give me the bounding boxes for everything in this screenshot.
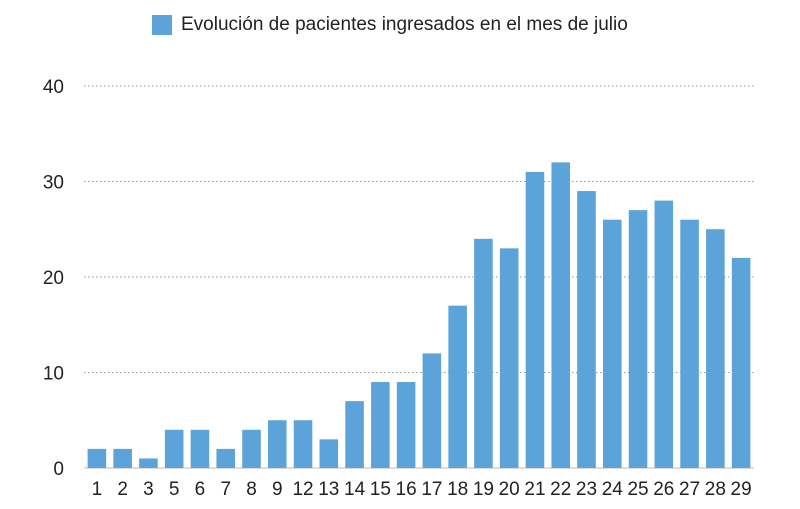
bar bbox=[113, 448, 132, 468]
bar bbox=[448, 305, 467, 468]
y-axis-ticks: 0 10 20 30 40 bbox=[43, 77, 64, 480]
bar bbox=[267, 420, 287, 468]
x-tick-label: 2 bbox=[117, 479, 128, 500]
bar bbox=[87, 448, 107, 468]
y-tick-label: 10 bbox=[43, 364, 64, 385]
bar bbox=[345, 401, 364, 468]
y-tick-label: 40 bbox=[43, 77, 64, 98]
x-tick-label: 21 bbox=[524, 479, 545, 500]
x-tick-label: 5 bbox=[169, 479, 180, 500]
bar bbox=[474, 238, 493, 468]
bar bbox=[371, 382, 390, 468]
bar bbox=[731, 257, 751, 468]
x-tick-label: 6 bbox=[195, 479, 206, 500]
bar bbox=[602, 219, 622, 468]
bar bbox=[499, 248, 519, 468]
x-tick-label: 3 bbox=[143, 479, 154, 500]
x-tick-label: 19 bbox=[473, 479, 494, 500]
bar bbox=[551, 162, 571, 468]
x-tick-label: 22 bbox=[550, 479, 571, 500]
x-tick-label: 20 bbox=[499, 479, 520, 500]
x-tick-label: 9 bbox=[272, 479, 283, 500]
bar bbox=[164, 429, 184, 468]
x-tick-label: 18 bbox=[447, 479, 468, 500]
bar bbox=[293, 420, 313, 468]
x-tick-label: 26 bbox=[653, 479, 674, 500]
x-tick-label: 17 bbox=[421, 479, 442, 500]
bar bbox=[628, 210, 648, 468]
x-tick-label: 14 bbox=[344, 479, 366, 500]
bar bbox=[216, 448, 236, 468]
bar bbox=[242, 429, 261, 468]
x-tick-label: 7 bbox=[220, 479, 231, 500]
bar bbox=[654, 200, 674, 468]
y-tick-label: 30 bbox=[43, 173, 64, 194]
x-tick-label: 8 bbox=[246, 479, 257, 500]
gridlines bbox=[84, 85, 754, 469]
x-tick-label: 1 bbox=[92, 479, 103, 500]
bar bbox=[525, 171, 545, 468]
x-tick-label: 25 bbox=[627, 479, 648, 500]
x-tick-label: 29 bbox=[731, 479, 752, 500]
bars bbox=[87, 162, 751, 469]
x-tick-label: 28 bbox=[705, 479, 726, 500]
legend: Evolución de pacientes ingresados en el … bbox=[152, 14, 628, 36]
bar bbox=[680, 219, 699, 468]
x-tick-label: 15 bbox=[370, 479, 391, 500]
bar bbox=[422, 353, 442, 468]
x-tick-label: 12 bbox=[292, 479, 313, 500]
bar bbox=[190, 429, 210, 468]
x-tick-label: 13 bbox=[318, 479, 339, 500]
y-tick-label: 0 bbox=[53, 459, 64, 480]
bar bbox=[319, 439, 339, 468]
legend-swatch bbox=[152, 15, 172, 35]
bar bbox=[139, 458, 158, 468]
x-tick-label: 16 bbox=[396, 479, 417, 500]
x-tick-label: 23 bbox=[576, 479, 597, 500]
legend-label: Evolución de pacientes ingresados en el … bbox=[181, 14, 628, 35]
bar bbox=[396, 382, 416, 468]
y-tick-label: 20 bbox=[43, 268, 64, 289]
x-axis-ticks: 1 2 3 5 6 7 8 9 12 13 14 15 16 17 18 19 20 21 22 23 24 25 26 27… bbox=[92, 479, 752, 500]
bar bbox=[577, 191, 596, 469]
x-tick-label: 27 bbox=[679, 479, 700, 500]
bar bbox=[706, 229, 725, 468]
x-tick-label: 24 bbox=[602, 479, 624, 500]
